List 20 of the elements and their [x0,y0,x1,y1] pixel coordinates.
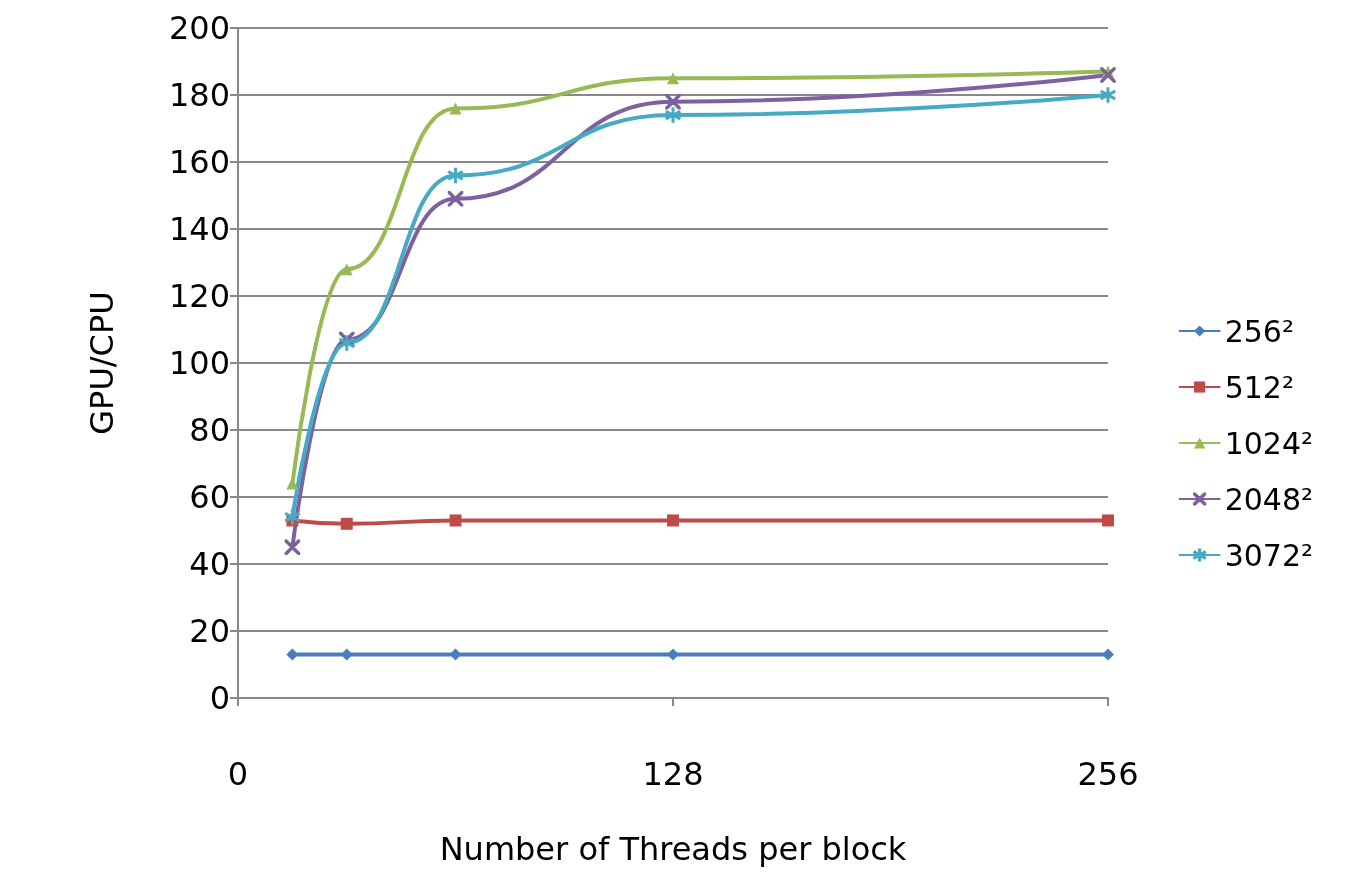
legend-label: 1024² [1224,425,1313,461]
legend-label: 3072² [1224,537,1313,573]
y-tick-label: 40 [189,545,230,583]
legend-label: 512² [1224,369,1294,405]
y-tick-label: 80 [189,411,230,449]
y-tick-label: 180 [168,76,230,114]
y-tick-label: 0 [209,679,230,717]
x-tick-label: 256 [1077,755,1139,793]
y-axis-title: GPU/CPU [83,291,121,435]
y-tick-label: 200 [168,9,230,47]
y-tick-label: 120 [168,277,230,315]
legend-label: 2048² [1224,481,1313,517]
x-tick-label: 128 [642,755,704,793]
y-tick-label: 160 [168,143,230,181]
legend-label: 256² [1224,313,1294,349]
y-tick-label: 140 [168,210,230,248]
x-axis-title: Number of Threads per block [439,830,907,868]
y-tick-label: 100 [168,344,230,382]
y-tick-label: 20 [189,612,230,650]
y-tick-label: 60 [189,478,230,516]
